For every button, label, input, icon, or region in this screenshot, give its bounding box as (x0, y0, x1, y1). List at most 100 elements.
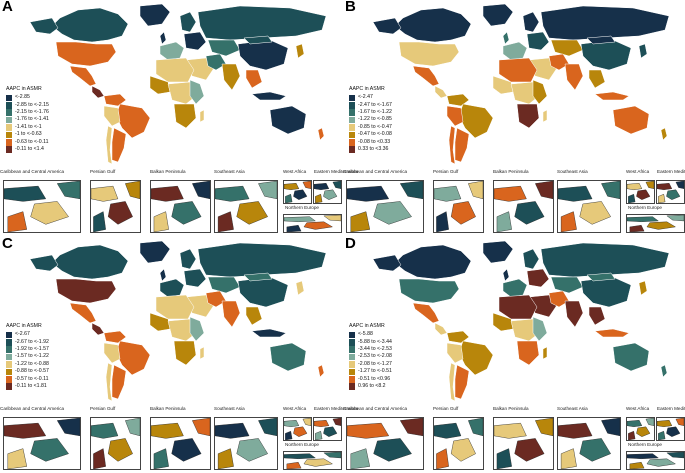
inset-map (493, 417, 554, 470)
country-se-asia (588, 69, 606, 89)
legend-swatch (349, 124, 355, 131)
inset-map (346, 180, 424, 233)
inset-label: Balkan Peninsula (493, 169, 529, 174)
legend: AAPC in ASMR <-5.88 -5.88 to <-3.44 -3.44 t… (349, 323, 392, 390)
country-e-africa (532, 79, 548, 105)
inset-region (314, 419, 330, 428)
inset-region (399, 418, 423, 437)
country-scandinavia (179, 248, 197, 270)
inset-label: West Africa (283, 406, 307, 411)
country-australia (269, 105, 307, 135)
inset-region (215, 422, 250, 439)
country-argentina (454, 127, 470, 163)
inset-region (629, 224, 645, 232)
inset-map (283, 214, 342, 233)
legend-label: -1.27 to <-0.51 (358, 368, 392, 375)
inset-label: Eastern Mediterranea (314, 169, 359, 174)
inset-label: Eastern Mediterranea (657, 406, 685, 411)
legend-swatch (6, 146, 12, 153)
inset-map-drawing (151, 181, 210, 232)
country-argentina (111, 127, 127, 163)
inset-map-drawing (627, 181, 654, 203)
inset-label: Northern Europe (628, 205, 662, 210)
country-new-zealand (660, 127, 668, 141)
legend-item: -1.22 to <-0.85 (349, 116, 392, 124)
country-w-africa (492, 75, 514, 95)
country-madagascar (199, 109, 205, 123)
country-colombia-ven (446, 330, 470, 344)
inset-label: West Africa (283, 169, 307, 174)
inset-map-drawing (314, 181, 341, 203)
inset-map-drawing (284, 215, 341, 232)
world-map (29, 3, 327, 165)
inset-region (601, 181, 620, 200)
legend-item: -0.47 to <-0.08 (349, 131, 392, 139)
country-e-europe (183, 268, 207, 288)
legend-label: -0.11 to <1.4 (15, 146, 44, 153)
inset-region (332, 181, 341, 189)
legend-swatch (6, 101, 12, 109)
legend-label: -0.85 to <-0.47 (358, 123, 392, 130)
country-argentina (111, 364, 127, 400)
inset-region (494, 422, 527, 439)
country-russia (540, 242, 670, 278)
country-indonesia (594, 328, 630, 338)
country-s-africa (173, 340, 197, 366)
country-n-africa (498, 57, 538, 83)
legend-swatch (6, 109, 12, 116)
country-usa (398, 41, 460, 67)
inset-region (217, 211, 234, 232)
inset-map-drawing (558, 418, 620, 469)
country-iran (548, 53, 570, 71)
country-c-africa (167, 81, 197, 105)
inset-map-drawing (627, 418, 654, 440)
world-map (372, 3, 670, 165)
country-indonesia (251, 328, 287, 338)
inset-region (560, 211, 577, 232)
legend-item: -0.57 to <-0.11 (6, 376, 49, 383)
inset-region (215, 185, 250, 202)
country-iran (205, 53, 227, 71)
legend-label: -3.44 to <-2.53 (358, 346, 392, 353)
inset-region (436, 448, 449, 469)
country-e-europe (526, 268, 550, 288)
inset-region (399, 181, 423, 200)
inset-region (560, 448, 577, 469)
country-colombia-ven (446, 93, 470, 107)
panel-c: C AAPC in ASMR <-2.67 -2.67 to <-1.92 -1.92 … (0, 235, 358, 473)
inset-region (217, 448, 234, 469)
legend-label: -0.11 to <1.81 (15, 383, 47, 390)
inset-label: Caribbean and Central America (343, 406, 408, 411)
country-usa (398, 278, 460, 304)
country-peru-bol (103, 105, 121, 127)
inset-region (293, 426, 308, 437)
inset-region (675, 181, 684, 189)
inset-map-drawing (151, 418, 210, 469)
legend-swatch (349, 346, 355, 353)
country-russia (197, 5, 327, 41)
inset-map (313, 417, 342, 441)
inset-region (125, 181, 140, 200)
inset-region (579, 438, 611, 462)
legend-label: -1.57 to <-1.22 (15, 353, 49, 360)
country-greenland (139, 3, 171, 27)
inset-region (192, 181, 210, 200)
legend-swatch (349, 353, 355, 361)
inset-region (628, 193, 636, 203)
country-mongolia (243, 35, 273, 45)
legend-swatch (349, 94, 355, 102)
country-scandinavia (522, 248, 540, 270)
legend-label: <-5.88 (358, 331, 373, 338)
country-japan (295, 43, 305, 59)
inset-region (7, 211, 28, 232)
inset-region (666, 452, 684, 459)
inset-map (626, 180, 655, 204)
inset-label: Balkan Peninsula (150, 169, 186, 174)
country-indonesia (594, 91, 630, 101)
inset-region (434, 422, 462, 439)
country-mexico (69, 65, 97, 87)
country-se-asia (245, 69, 263, 89)
inset-region (658, 193, 666, 203)
country-w-europe (502, 278, 528, 298)
panel-b: B AAPC in ASMR <-2.47 -2.47 to <-1.67 -1.67 … (343, 0, 685, 236)
